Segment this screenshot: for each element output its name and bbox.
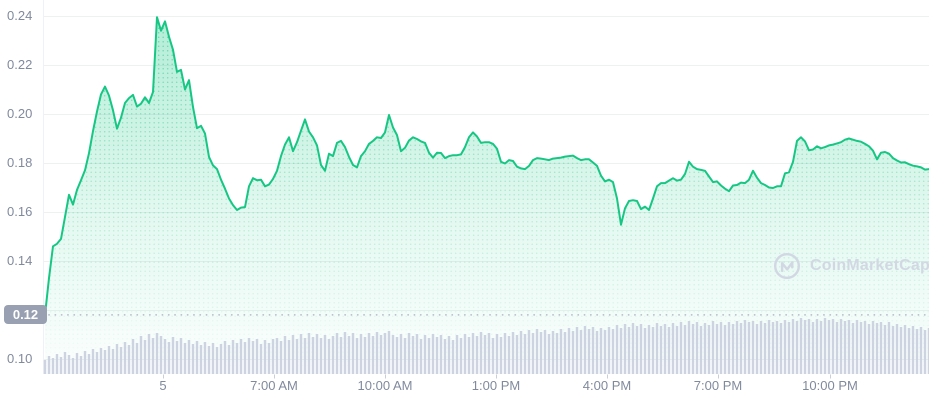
y-axis-tick-label: 0.10	[7, 351, 33, 366]
price-area-dot-texture	[45, 17, 929, 374]
x-axis-tick-label: 5	[159, 378, 167, 393]
x-axis-tick-label: 4:00 PM	[582, 378, 632, 393]
x-axis-tick-label: 10:00 AM	[357, 378, 413, 393]
x-axis-tick-label: 7:00 AM	[250, 378, 298, 393]
y-axis-tick-label: 0.16	[7, 204, 33, 219]
y-axis-tick-label: 0.24	[7, 8, 33, 23]
y-axis-tick-label: 0.14	[7, 253, 33, 268]
x-axis-tick-label: 1:00 PM	[471, 378, 521, 393]
open-price-badge: 0.12	[4, 305, 47, 325]
y-axis-tick-label: 0.18	[7, 155, 33, 170]
y-axis-tick-label: 0.20	[7, 106, 33, 121]
y-axis-tick-label: 0.22	[7, 57, 33, 72]
x-axis-tick-label: 10:00 PM	[802, 378, 858, 393]
volume-bars	[43, 318, 929, 374]
x-axis-tick-marks	[163, 374, 831, 379]
price-line	[44, 16, 929, 316]
x-axis-tick-label: 7:00 PM	[693, 378, 743, 393]
